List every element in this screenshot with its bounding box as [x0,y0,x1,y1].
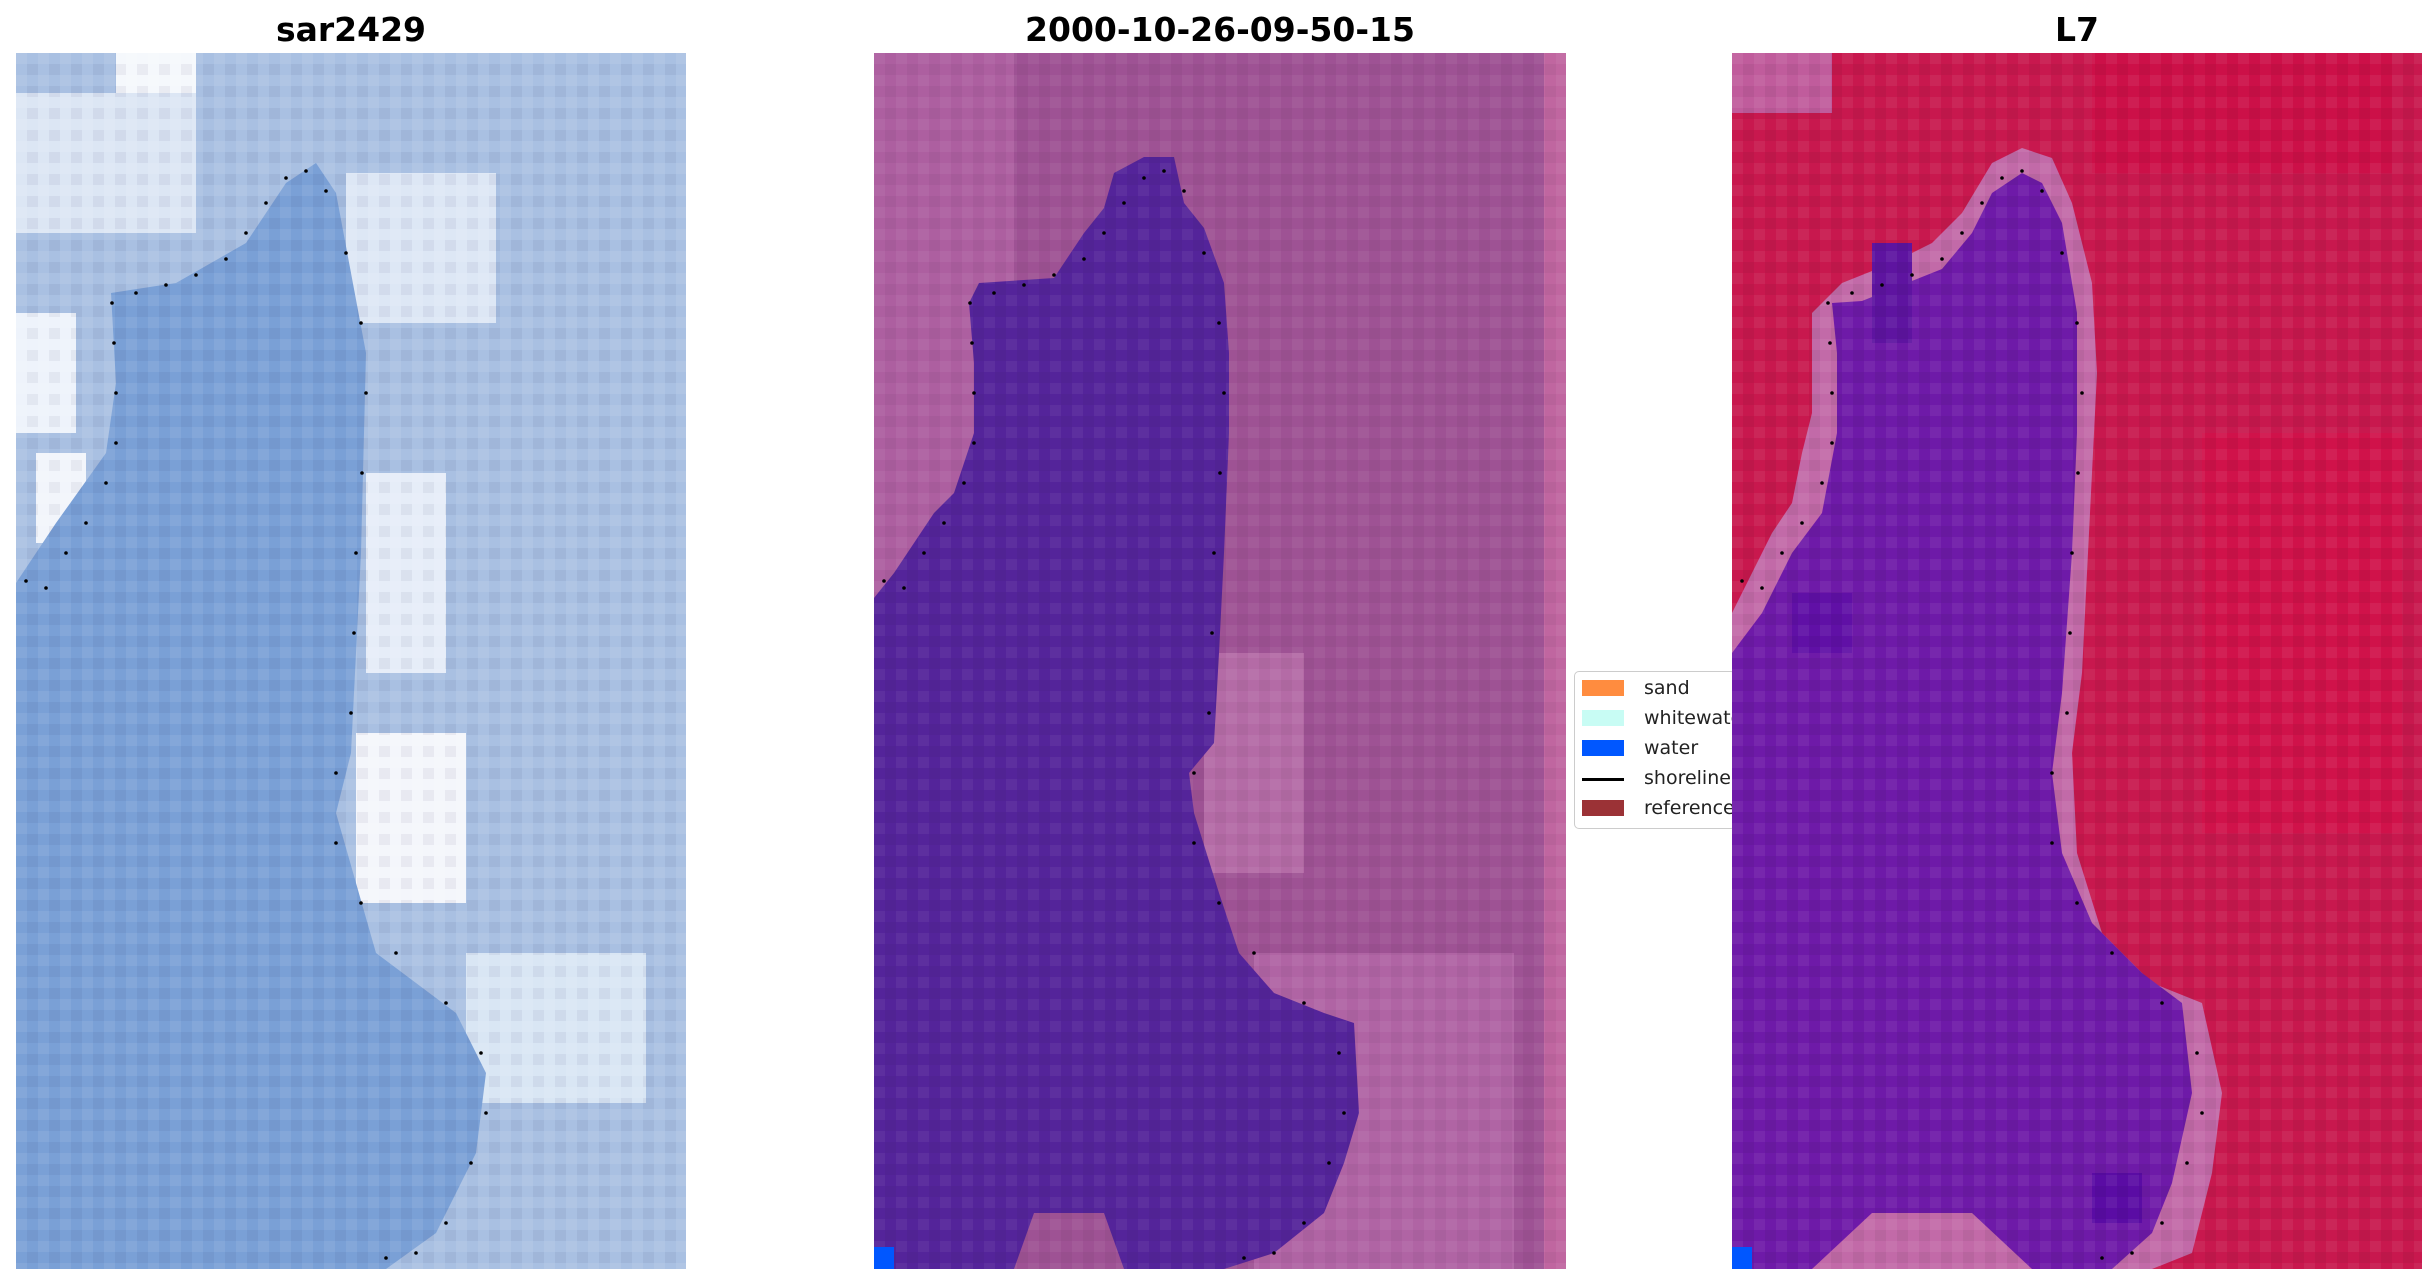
index-image-canvas [1732,53,2422,1269]
legend-item-reference: reference [1582,796,1735,820]
legend-item-shoreline: shoreline [1582,766,1731,790]
legend-item-sand: sand [1582,676,1690,700]
panel-title-rgb: sar2429 [275,10,427,49]
panel-title-l7: L7 [2055,10,2099,49]
rgb-image-canvas [16,53,686,1269]
classified-water-pixel [874,1247,894,1269]
index-image-panel [1732,53,2422,1269]
rgb-image-panel [16,53,686,1269]
legend-label-reference: reference [1644,797,1735,819]
classified-image-canvas [874,53,1566,1269]
classified-shoreline [882,169,1346,1260]
legend-swatch-water [1582,740,1624,756]
legend: sand whitewater water shoreline referenc… [1574,671,1736,829]
legend-label-whitewater: whitewater [1644,707,1735,729]
legend-label-water: water [1644,737,1699,759]
index-shoreline [1740,169,2204,1260]
classified-image-panel [874,53,1566,1269]
legend-swatch-shoreline [1582,777,1624,781]
legend-swatch-whitewater [1582,710,1624,726]
legend-label-sand: sand [1644,677,1690,699]
index-water-pixel [1732,1247,1752,1269]
legend-swatch-sand [1582,680,1624,696]
legend-label-shoreline: shoreline [1644,767,1731,789]
legend-swatch-reference [1582,800,1624,816]
rgb-shoreline [24,169,488,1260]
legend-item-whitewater: whitewater [1582,706,1735,730]
panel-title-date: 2000-10-26-09-50-15 [1025,10,1415,49]
legend-item-water: water [1582,736,1698,760]
